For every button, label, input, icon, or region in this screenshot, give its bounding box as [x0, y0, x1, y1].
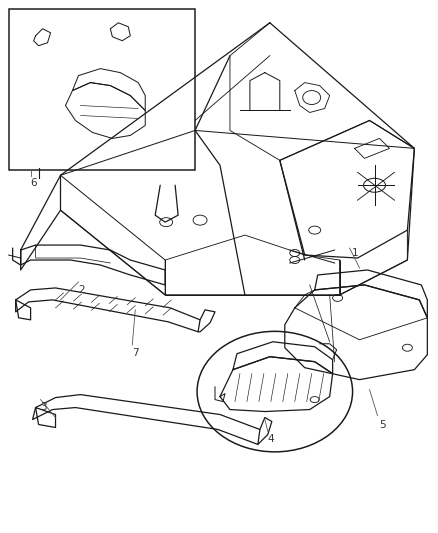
Text: 6: 6 — [31, 178, 37, 188]
Bar — [9, 9, 195, 171]
Text: 1: 1 — [352, 248, 358, 258]
Text: 5: 5 — [379, 419, 386, 430]
Text: 4: 4 — [268, 434, 275, 445]
Text: 2: 2 — [78, 285, 85, 295]
Text: 3: 3 — [41, 401, 47, 411]
Text: 7: 7 — [132, 348, 139, 358]
